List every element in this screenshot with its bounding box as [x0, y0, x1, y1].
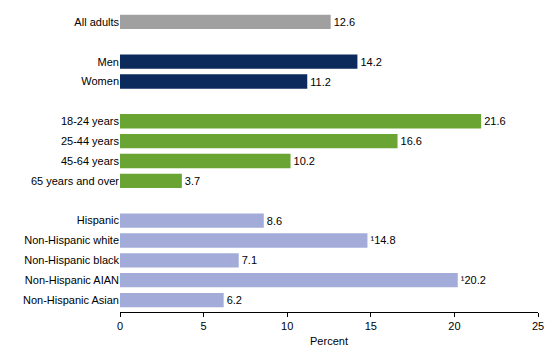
svg-text:Non-Hispanic white: Non-Hispanic white: [24, 234, 119, 246]
svg-text:20: 20: [448, 320, 460, 332]
svg-text:6.2: 6.2: [227, 294, 242, 306]
svg-text:14.2: 14.2: [360, 56, 381, 68]
svg-text:Women: Women: [81, 75, 119, 87]
svg-text:25: 25: [532, 320, 544, 332]
svg-text:21.6: 21.6: [484, 115, 505, 127]
svg-text:10: 10: [281, 320, 293, 332]
svg-text:Non-Hispanic AIAN: Non-Hispanic AIAN: [25, 274, 119, 286]
svg-text:Percent: Percent: [310, 335, 348, 347]
svg-text:65 years and over: 65 years and over: [31, 175, 119, 187]
svg-text:0: 0: [117, 320, 123, 332]
svg-text:5: 5: [201, 320, 207, 332]
svg-text:Men: Men: [98, 56, 119, 68]
svg-text:¹14.8: ¹14.8: [370, 234, 395, 246]
svg-text:15: 15: [365, 320, 377, 332]
svg-text:Non-Hispanic Asian: Non-Hispanic Asian: [23, 294, 119, 306]
svg-text:25-44 years: 25-44 years: [61, 135, 120, 147]
svg-text:11.2: 11.2: [310, 76, 331, 88]
svg-text:¹20.2: ¹20.2: [461, 274, 486, 286]
svg-text:All adults: All adults: [74, 16, 119, 28]
svg-text:3.7: 3.7: [185, 175, 200, 187]
svg-text:16.6: 16.6: [401, 135, 422, 147]
svg-text:Non-Hispanic black: Non-Hispanic black: [24, 254, 119, 266]
svg-text:7.1: 7.1: [242, 254, 257, 266]
svg-text:45-64 years: 45-64 years: [61, 155, 120, 167]
svg-text:8.6: 8.6: [267, 215, 282, 227]
svg-text:10.2: 10.2: [294, 155, 315, 167]
svg-text:Hispanic: Hispanic: [77, 214, 120, 226]
svg-text:12.6: 12.6: [334, 16, 355, 28]
svg-text:18-24 years: 18-24 years: [61, 115, 120, 127]
